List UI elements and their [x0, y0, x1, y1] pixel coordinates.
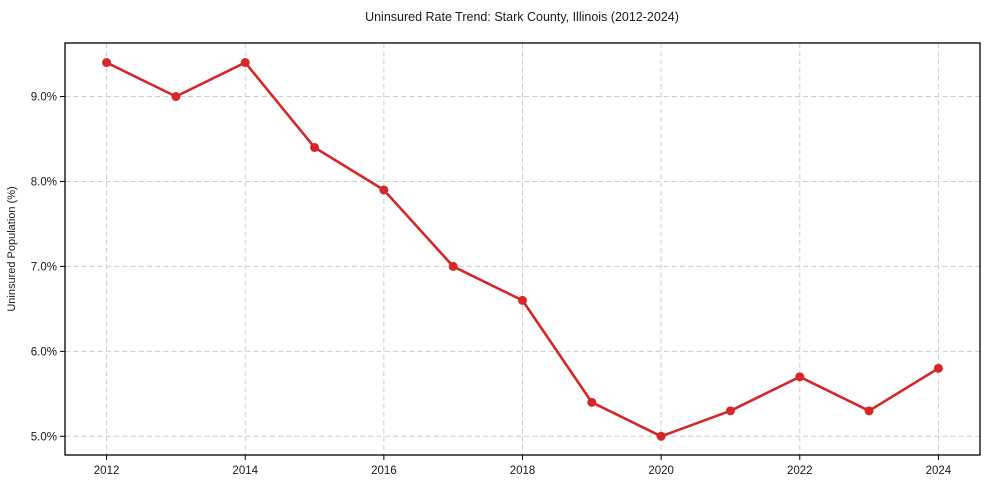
- data-point: [587, 397, 597, 407]
- data-point: [518, 295, 527, 305]
- y-tick-label: 7.0%: [31, 261, 57, 273]
- data-point: [102, 58, 112, 68]
- data-point: [864, 406, 874, 416]
- data-point: [171, 92, 181, 102]
- x-tick-label: 2014: [232, 465, 258, 477]
- y-axis-label: Uninsured Population (%): [6, 186, 18, 311]
- x-tick-label: 2022: [787, 465, 813, 477]
- x-tick-label: 2020: [648, 465, 674, 477]
- data-point: [448, 261, 458, 271]
- x-tick-label: 2012: [94, 465, 120, 477]
- data-point: [933, 363, 943, 373]
- chart-title: Uninsured Rate Trend: Stark County, Illi…: [365, 10, 679, 24]
- x-tick-label: 2018: [510, 465, 536, 477]
- axis-tick-labels: 5.0% 6.0% 7.0% 8.0% 9.0% 2012 2014 2016 2018 2020…: [31, 92, 952, 477]
- data-point: [240, 58, 250, 68]
- y-tick-label: 5.0%: [31, 431, 57, 443]
- axis-ticks: [60, 96, 939, 460]
- x-tick-label: 2024: [926, 465, 952, 477]
- data-point: [795, 372, 805, 382]
- data-point: [656, 431, 666, 441]
- x-tick-label: 2016: [371, 465, 397, 477]
- y-tick-label: 9.0%: [31, 92, 57, 104]
- trend-line-series: [102, 58, 943, 441]
- data-point: [379, 185, 389, 195]
- data-point: [725, 406, 735, 416]
- data-point: [310, 142, 320, 152]
- y-tick-label: 8.0%: [31, 176, 57, 188]
- y-tick-label: 6.0%: [31, 346, 57, 358]
- plot-border: [64, 42, 981, 456]
- gridlines: [65, 43, 980, 455]
